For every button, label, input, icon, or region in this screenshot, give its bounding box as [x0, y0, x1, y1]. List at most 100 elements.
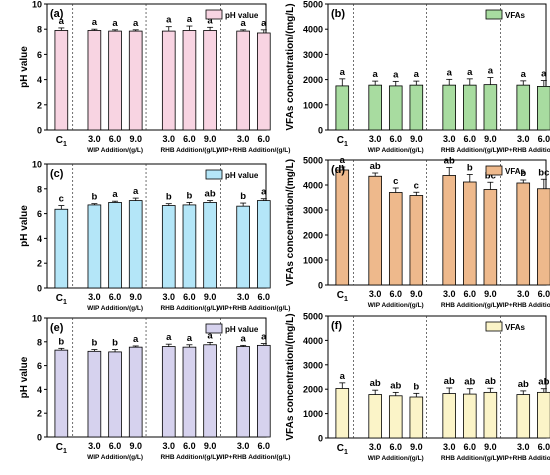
x-tick-label: C1 — [337, 135, 348, 148]
bar — [236, 30, 250, 131]
plot-frame — [327, 3, 547, 131]
significance-letter: a — [488, 66, 494, 77]
panel-letter: (b) — [331, 8, 345, 20]
bar — [161, 346, 176, 438]
x-tick-label: 6.0 — [258, 134, 271, 144]
y-tick-label: 5000 — [303, 0, 323, 10]
x-tick-label: 6.0 — [464, 134, 477, 144]
y-tick-label: 4 — [37, 75, 42, 85]
significance-letter: a — [393, 69, 399, 80]
bar — [87, 204, 102, 289]
significance-letter: ab — [370, 378, 381, 389]
bar — [256, 32, 271, 131]
y-tick-label: 2000 — [303, 75, 323, 85]
significance-letter: a — [112, 18, 118, 29]
significance-letter: a — [261, 332, 267, 343]
bar — [516, 182, 531, 286]
bar — [483, 391, 498, 439]
group-label: RHB Addition/(g/L) — [160, 305, 218, 312]
y-tick-label: 10 — [32, 160, 42, 170]
y-tick-label: 4000 — [303, 25, 323, 35]
group-label: WIP+RHB Addition/(g/L) — [497, 147, 550, 154]
bar — [409, 84, 424, 131]
significance-letter: a — [414, 69, 420, 80]
significance-letter: b — [187, 190, 193, 201]
y-axis-label: pH value — [19, 356, 30, 398]
significance-letter: ab — [464, 377, 475, 388]
y-tick-label: 0 — [37, 126, 42, 136]
significance-letter: a — [133, 334, 139, 345]
significance-letter: a — [207, 15, 213, 26]
significance-letter: b — [91, 192, 97, 203]
x-tick-label: 6.0 — [183, 292, 196, 302]
significance-letter: a — [133, 186, 139, 197]
x-tick-label: 3.0 — [88, 292, 101, 302]
y-tick-label: 5000 — [303, 156, 323, 166]
legend-swatch — [485, 165, 503, 176]
bar — [388, 192, 403, 286]
x-tick-label: 3.0 — [88, 134, 101, 144]
y-tick-label: 2 — [37, 100, 42, 110]
bar — [368, 175, 382, 286]
group-label: WIP Addition/(g/L) — [368, 147, 424, 154]
panel-letter: (e) — [50, 322, 64, 334]
legend-label: VFAs — [505, 167, 526, 176]
bar — [537, 86, 550, 131]
x-tick-label: 6.0 — [109, 292, 122, 302]
y-tick-label: 0 — [318, 434, 323, 444]
plot-frame — [46, 317, 267, 438]
x-tick-label: 9.0 — [484, 134, 497, 144]
x-tick-label: 6.0 — [183, 441, 196, 451]
significance-letter: ab — [205, 189, 216, 200]
bar — [388, 85, 403, 131]
group-label: WIP+RHB Addition/(g/L) — [497, 302, 550, 309]
group-label: WIP Addition/(g/L) — [368, 455, 424, 462]
bar — [335, 388, 350, 439]
group-label: WIP+RHB Addition/(g/L) — [216, 305, 290, 312]
bar — [516, 394, 531, 439]
significance-letter: c — [59, 194, 64, 205]
y-tick-label: 10 — [32, 0, 42, 10]
significance-letter: ab — [485, 376, 496, 387]
y-tick-label: 2 — [37, 259, 42, 269]
y-axis-label: VFAs concentration/(mg/L) — [285, 3, 296, 130]
bar — [128, 346, 143, 438]
significance-letter: a — [133, 18, 139, 29]
significance-letter: b — [240, 191, 246, 202]
group-label: WIP Addition/(g/L) — [87, 454, 143, 461]
significance-letter: bc — [538, 167, 549, 178]
significance-letter: a — [166, 332, 172, 343]
y-tick-label: 1000 — [303, 256, 323, 266]
bar — [442, 175, 457, 286]
bar — [537, 391, 550, 439]
significance-letter: a — [467, 67, 473, 78]
y-tick-label: 5000 — [303, 312, 323, 322]
x-tick-label: 9.0 — [204, 292, 217, 302]
significance-letter: b — [58, 336, 64, 347]
bar — [87, 30, 102, 131]
x-tick-label: 6.0 — [464, 442, 477, 452]
x-tick-label: 3.0 — [443, 289, 456, 299]
plot-frame — [46, 163, 267, 289]
significance-letter: c — [393, 176, 398, 187]
bar — [368, 394, 382, 439]
panel-letter: (c) — [50, 168, 64, 180]
significance-letter: bc — [485, 170, 496, 181]
bar — [409, 195, 424, 286]
y-tick-label: 3000 — [303, 360, 323, 370]
bar — [463, 181, 477, 286]
group-label: WIP Addition/(g/L) — [87, 305, 143, 312]
significance-letter: a — [340, 155, 346, 166]
bar — [236, 346, 250, 438]
bar — [203, 202, 217, 289]
y-tick-label: 4 — [37, 234, 42, 244]
significance-letter: b — [112, 338, 118, 349]
x-tick-label: 3.0 — [369, 442, 382, 452]
x-tick-label: 3.0 — [369, 134, 382, 144]
bar — [108, 202, 122, 289]
x-tick-label: 9.0 — [129, 134, 142, 144]
x-tick-label: 3.0 — [443, 442, 456, 452]
plot-frame — [46, 3, 267, 131]
x-tick-label: 3.0 — [517, 134, 530, 144]
